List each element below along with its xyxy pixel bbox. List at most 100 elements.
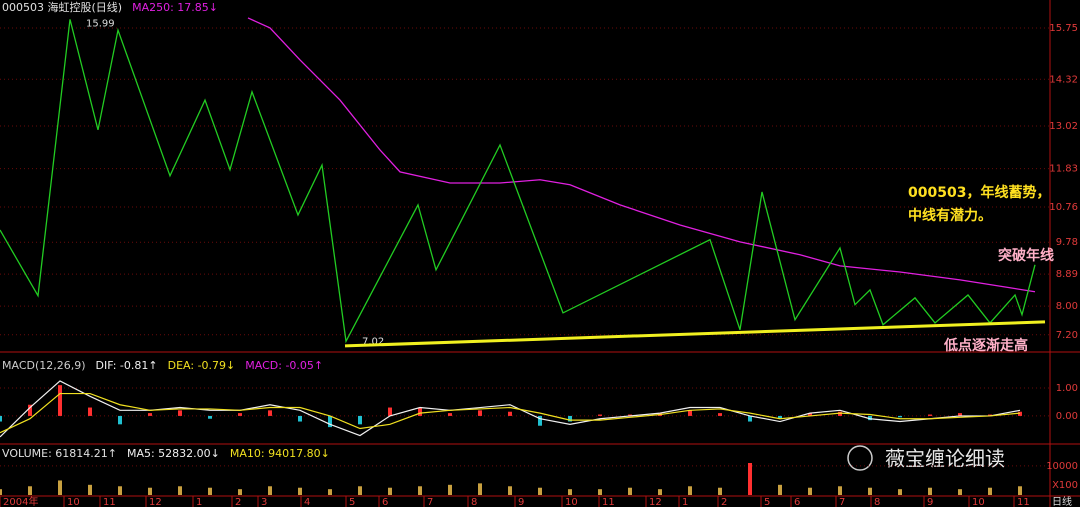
volume-bar	[748, 463, 752, 495]
macd-bar	[718, 413, 722, 416]
legend-entry: 000503 海虹控股(日线)	[2, 0, 122, 14]
series-line	[0, 19, 1036, 344]
volume-bar	[118, 486, 122, 495]
y-tick-label: 14.32	[1049, 74, 1078, 85]
legend-entry: MA250: 17.85↓	[132, 1, 218, 14]
macd-bar	[298, 415, 302, 422]
macd-bar	[598, 414, 602, 416]
y-tick-label: 11.83	[1049, 164, 1078, 175]
volume-bar	[418, 486, 422, 495]
volume-bar	[778, 484, 782, 495]
volume-bar	[178, 486, 182, 495]
x-tick-label: 2	[721, 497, 727, 507]
volume-bar	[28, 486, 32, 495]
y-tick-label: 1.00	[1056, 383, 1078, 394]
volume-bar	[808, 487, 812, 495]
volume-bar	[718, 487, 722, 495]
y-tick-label: 0.00	[1056, 411, 1078, 422]
y-tick-label: 9.78	[1056, 237, 1078, 248]
x-tick-label: 12	[649, 497, 662, 507]
volume-bar	[958, 489, 962, 495]
macd-bar	[628, 414, 632, 416]
macd-bar	[268, 410, 272, 416]
y-tick-label: 7.20	[1056, 330, 1078, 341]
x-tick-label: 8	[471, 497, 477, 507]
legend-entry: DEA: -0.79↓	[168, 359, 236, 372]
macd-bar	[208, 415, 212, 419]
volume-bar	[358, 486, 362, 495]
macd-bar	[448, 413, 452, 416]
volume-bar	[898, 489, 902, 495]
volume-bar	[298, 487, 302, 495]
annotation: 低点逐渐走高	[943, 337, 1028, 354]
x-tick-label: 11	[1017, 497, 1030, 507]
macd-bar	[568, 415, 572, 422]
macd-bar	[898, 415, 902, 418]
legend-entry: VOLUME: 61814.21↑	[2, 447, 117, 460]
macd-bar	[238, 413, 242, 416]
macd-bar	[1018, 411, 1022, 416]
x-tick-label: 8	[874, 497, 880, 507]
x-tick-label: 9	[927, 497, 933, 507]
volume-bar	[0, 489, 2, 495]
x-tick-label: 3	[261, 497, 267, 507]
legend-entry: MA5: 52832.00↓	[127, 447, 220, 460]
legend-entry: MACD: -0.05↑	[245, 359, 323, 372]
macd-bar	[868, 415, 872, 421]
volume-bar	[478, 483, 482, 495]
x-tick-label: 1	[682, 497, 688, 507]
volume-bar	[1018, 486, 1022, 495]
volume-bar	[328, 489, 332, 495]
series-line	[0, 380, 1021, 438]
macd-bar	[478, 410, 482, 416]
legend-entry: MA10: 94017.80↓	[230, 447, 330, 460]
x-tick-label: 7	[427, 497, 433, 507]
volume-bar	[538, 487, 542, 495]
x-tick-label: 11	[602, 497, 615, 507]
volume-bar	[628, 487, 632, 495]
x-tick-label: 2004年	[3, 495, 38, 507]
macd-bar	[0, 415, 2, 422]
macd-bar	[178, 410, 182, 416]
macd-bar	[748, 415, 752, 422]
macd-bar	[118, 415, 122, 425]
y-tick-label: 13.02	[1049, 121, 1078, 132]
x-tick-label: 12	[149, 497, 162, 507]
volume-bar	[388, 487, 392, 495]
y-tick-label: 10.76	[1049, 202, 1078, 213]
macd-bar	[328, 415, 332, 428]
x-tick-label: 2	[235, 497, 241, 507]
y-tick-label: 8.00	[1056, 301, 1078, 312]
y-unit: X100	[1052, 480, 1078, 491]
macd-bar	[388, 407, 392, 416]
annotation: 000503，年线蓄势，	[908, 184, 1050, 201]
volume-bar	[448, 484, 452, 495]
macd-bar	[688, 410, 692, 416]
x-tick-label: 1	[196, 497, 202, 507]
y-tick-label: 8.89	[1056, 269, 1078, 280]
macd-bar	[778, 415, 782, 419]
volume-bar	[928, 487, 932, 495]
volume-bar	[268, 486, 272, 495]
legend-entry: DIF: -0.81↑	[96, 359, 158, 372]
macd-bar	[928, 414, 932, 416]
macd-bar	[838, 411, 842, 416]
volume-bar	[658, 489, 662, 495]
volume-bar	[148, 487, 152, 495]
volume-bar	[88, 484, 92, 495]
watermark: 薇宝缠论细读	[885, 447, 1005, 471]
volume-bar	[988, 487, 992, 495]
volume-bar	[508, 486, 512, 495]
macd-bar	[28, 404, 32, 416]
macd-bar	[508, 411, 512, 416]
annotation: 突破年线	[998, 247, 1054, 264]
macd-bar	[418, 407, 422, 416]
x-tick-label: 10	[67, 497, 80, 507]
series-line	[344, 320, 1046, 348]
macd-bar	[958, 413, 962, 416]
series-line	[247, 17, 1036, 293]
x-tick-label: 10	[972, 497, 985, 507]
legend-entry: MACD(12,26,9)	[2, 359, 86, 372]
x-tick-label: 5	[764, 497, 770, 507]
x-tick-label: 6	[794, 497, 800, 507]
